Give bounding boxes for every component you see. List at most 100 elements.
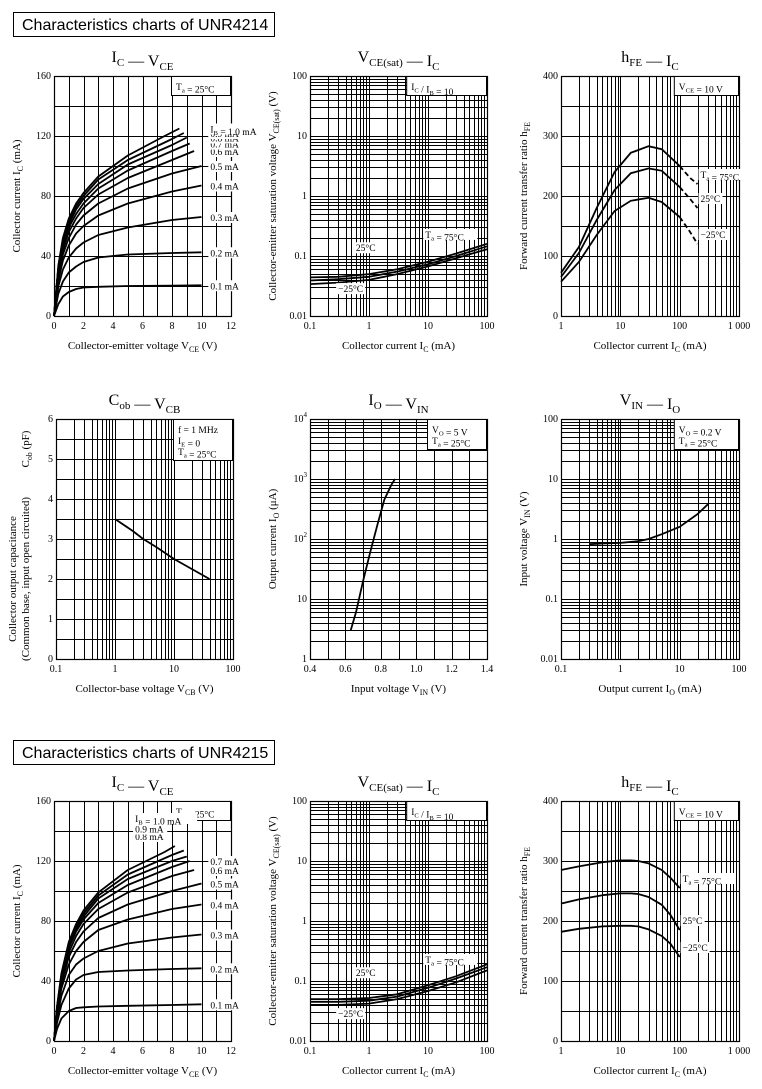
- series-label-bg: [208, 929, 243, 941]
- y-tick-label: 0.1: [295, 976, 308, 987]
- series-label: IB = 1.0 mA: [135, 815, 181, 827]
- plot-frame: [309, 418, 489, 661]
- series-line: [53, 165, 202, 317]
- y-axis-label: Collector-emitter saturation voltage VCE…: [267, 816, 281, 1026]
- conditions-text: IC / IB = 10: [411, 808, 453, 823]
- x-tick-label: 6: [140, 321, 145, 332]
- y-tick-label: 80: [41, 191, 51, 202]
- series-label: 0.9 mA: [135, 826, 164, 836]
- x-axis-label: Collector current IC (mA): [593, 1065, 706, 1079]
- series-label: 25°C: [683, 916, 703, 927]
- chart-unr4214-hfe-ic: hFE — IC 1 10 100 1 000 0 100 200 300 400 Collecto…: [518, 49, 753, 354]
- x-tick-label: 1.2: [445, 664, 458, 675]
- y-tick-label: 0: [46, 311, 51, 322]
- conditions-box: [173, 419, 233, 461]
- chart-unr4215-hfe-ic: hFE — IC 1 10 100 1 000 0 100 200 300 400 Collecto…: [518, 774, 750, 1079]
- series-label: Ta = 75°C: [701, 171, 740, 183]
- y-tick-label: 160: [36, 71, 51, 82]
- y-tick-label: 0: [46, 1036, 51, 1047]
- conditions-box: [427, 419, 487, 450]
- x-tick-label: 8: [170, 321, 175, 332]
- y-tick-label: 4: [48, 494, 53, 505]
- x-tick-label: 10: [615, 1046, 625, 1057]
- series-line: [53, 216, 202, 317]
- y-tick-label: 10: [297, 856, 307, 867]
- x-tick-label: 10: [197, 321, 207, 332]
- series-line: [560, 924, 681, 958]
- y-tick-label: 0.1: [295, 251, 308, 262]
- series-label: 0.4 mA: [210, 183, 239, 193]
- y-axis-label: Forward current transfer ratio hFE: [518, 122, 532, 270]
- y-tick-label: 120: [36, 856, 51, 867]
- x-axis-label: Collector-emitter voltage VCE (V): [68, 340, 218, 354]
- y-axis-label: Collector-emitter saturation voltage VCE…: [267, 91, 281, 301]
- series-line: [310, 969, 488, 1006]
- y-tick-label: 100: [543, 976, 558, 987]
- x-tick-label: 1 000: [728, 1046, 751, 1057]
- series-label: 0.6 mA: [210, 867, 239, 877]
- series-label-bg: [336, 1008, 366, 1020]
- series-line: [53, 1003, 202, 1042]
- series-line: [560, 892, 681, 931]
- y-tick-label: 104: [294, 411, 308, 425]
- series-label-bg: [208, 212, 243, 223]
- series-label-bg: [353, 967, 378, 979]
- x-tick-label: 10: [615, 321, 625, 332]
- grid: [561, 76, 739, 316]
- x-tick-label: 0: [52, 321, 57, 332]
- series-line: [309, 248, 488, 285]
- conditions-text: Ta = 25°C: [176, 83, 215, 95]
- y-axis-label: Collector current IC (mA): [11, 139, 25, 252]
- series-line-dashed: [679, 165, 699, 185]
- x-tick-label: 0.1: [50, 664, 63, 675]
- series-label: 0.8 mA: [135, 833, 164, 843]
- y-tick-label: 80: [41, 916, 51, 927]
- plot-frame: [53, 75, 233, 318]
- series-label: 0.2 mA: [210, 249, 239, 259]
- x-tick-label: 0.1: [555, 664, 568, 675]
- y-tick-label: 1: [553, 534, 558, 545]
- x-tick-label: 100: [226, 664, 241, 675]
- y-tick-label: 200: [543, 916, 558, 927]
- series-label-bg: [133, 831, 168, 842]
- y-tick-label: 0.01: [290, 1036, 308, 1047]
- x-tick-label: 12: [226, 1046, 236, 1057]
- grid: [54, 801, 231, 1041]
- x-tick-label: 10: [675, 664, 685, 675]
- y-tick-label: 300: [543, 131, 558, 142]
- y-tick-label: 1: [302, 916, 307, 927]
- series-line: [589, 503, 709, 546]
- y-tick-label: 0: [48, 654, 53, 665]
- y-tick-label: 400: [543, 796, 558, 807]
- plot-frame: [53, 800, 233, 1043]
- series-line: [560, 859, 681, 889]
- series-line: [560, 145, 681, 274]
- conditions-text: VO = 0.2 V: [679, 426, 722, 438]
- series-line: [53, 251, 202, 317]
- plot-frame: [55, 418, 235, 661]
- conditions-text: VCE = 10 V: [679, 808, 723, 820]
- x-tick-label: 10: [197, 1046, 207, 1057]
- conditions-box: [171, 76, 231, 96]
- series-label: 0.9 mA: [210, 130, 239, 140]
- plot-frame: [560, 800, 741, 1043]
- y-tick-label: 6: [48, 414, 53, 425]
- conditions-box: [406, 76, 488, 96]
- x-tick-label: 1 000: [728, 321, 751, 332]
- x-tick-label: 6: [140, 1046, 145, 1057]
- series-line: [53, 150, 195, 317]
- y-tick-label: 100: [543, 251, 558, 262]
- conditions-box: [673, 419, 739, 450]
- series-label-bg: [208, 146, 243, 157]
- series-line: [53, 127, 180, 317]
- section-title-unr4215: Characteristics charts of UNR4215: [13, 740, 275, 765]
- x-tick-label: 1: [367, 321, 372, 332]
- conditions-box: [673, 76, 739, 96]
- plot-frame: [309, 800, 489, 1043]
- series-label-bg: [208, 123, 273, 135]
- plot-frame: [560, 75, 741, 318]
- series-label-bg: [698, 193, 723, 204]
- conditions-text: f = 1 MHz: [178, 425, 218, 436]
